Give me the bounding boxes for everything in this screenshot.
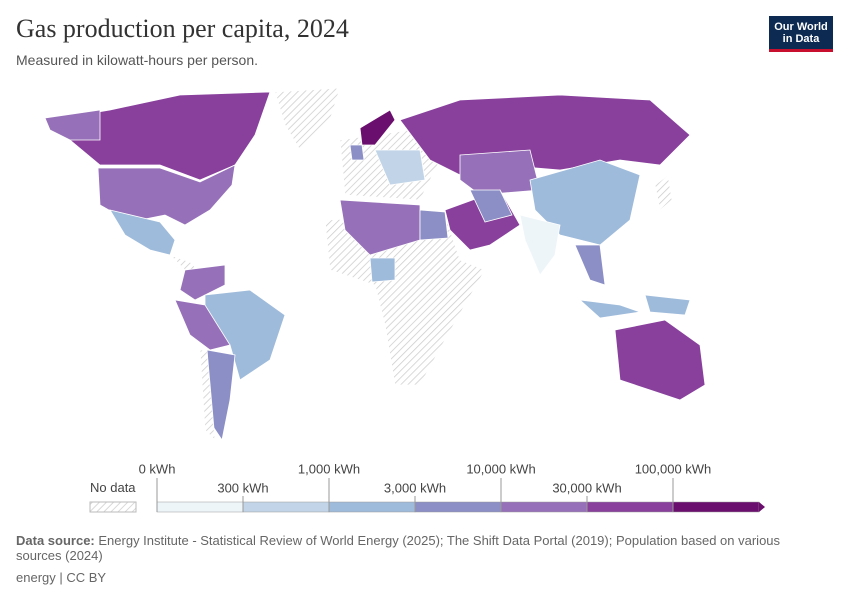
country: [529, 159, 641, 246]
country: [369, 257, 396, 283]
legend-tick-label: 0 kWh: [139, 462, 176, 477]
legend-bin: [586, 501, 674, 513]
country: [174, 299, 231, 351]
country: [199, 349, 216, 442]
country: [374, 149, 426, 186]
legend-tick-label: 100,000 kWh: [635, 462, 712, 477]
legend-bin: [156, 501, 244, 513]
legend-bin: [328, 501, 416, 513]
country: [359, 109, 396, 146]
legend-tick-label: 30,000 kWh: [552, 481, 621, 496]
country: [644, 294, 691, 316]
legend-bin: [242, 501, 330, 513]
legend-bin: [672, 501, 760, 513]
country: [324, 214, 486, 386]
logo-line: in Data: [782, 33, 820, 45]
country: [419, 209, 449, 241]
no-data-swatch: [89, 501, 137, 513]
legend-arrow: [759, 502, 765, 512]
country: [179, 264, 226, 301]
logo[interactable]: Our World in Data: [769, 16, 833, 52]
no-data-label: No data: [90, 480, 136, 495]
country: [469, 189, 513, 223]
license: energy | CC BY: [16, 570, 107, 585]
logo-line: Our World: [774, 21, 828, 33]
country: [44, 109, 101, 141]
legend-bin: [414, 501, 502, 513]
country: [578, 299, 641, 319]
country: [274, 87, 341, 151]
country: [339, 199, 421, 256]
country: [519, 214, 561, 276]
legend-tick-label: 1,000 kWh: [298, 462, 360, 477]
legend-bin: [500, 501, 588, 513]
source-text: Energy Institute - Statistical Review of…: [16, 533, 781, 563]
title: Gas production per capita, 2024: [16, 14, 349, 43]
country: [574, 244, 606, 286]
countries: [44, 87, 706, 442]
legend-tick-label: 300 kWh: [217, 481, 268, 496]
legend-tick-label: 3,000 kWh: [384, 481, 446, 496]
country: [349, 144, 365, 161]
source-label: Data source:: [16, 533, 95, 548]
source: Data source: Energy Institute - Statisti…: [16, 533, 826, 563]
legend-tick-label: 10,000 kWh: [466, 462, 535, 477]
country: [654, 174, 673, 211]
country: [459, 149, 541, 196]
country: [399, 94, 691, 176]
subtitle: Measured in kilowatt-hours per person.: [16, 52, 259, 68]
country: [614, 319, 706, 401]
